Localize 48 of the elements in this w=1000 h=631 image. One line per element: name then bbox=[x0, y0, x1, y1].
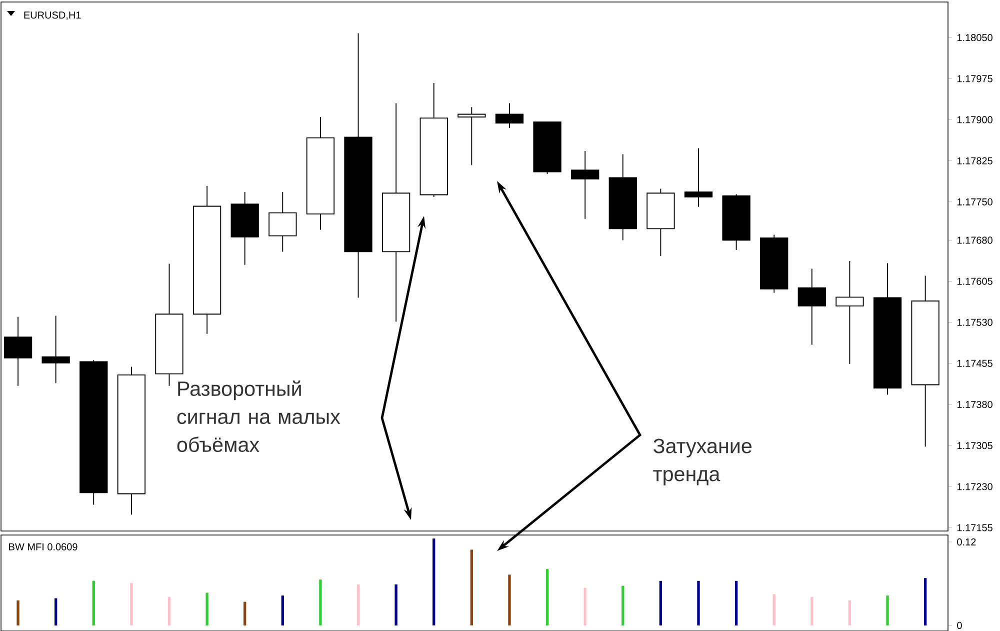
y-tick-label: 1.17605 bbox=[957, 278, 992, 285]
bar bbox=[168, 596, 171, 626]
text: EURUSD,H1 bbox=[24, 12, 81, 20]
bar bbox=[356, 584, 360, 626]
bar bbox=[848, 600, 852, 626]
bar bbox=[130, 582, 133, 626]
candlestick bbox=[684, 148, 713, 208]
y-tick-label: 1.17680 bbox=[957, 236, 992, 244]
bar bbox=[584, 588, 586, 626]
y-tick-label: 1.17230 bbox=[957, 483, 992, 490]
candlestick bbox=[458, 106, 486, 166]
y-tick-label: 0 bbox=[957, 622, 962, 629]
bar bbox=[546, 569, 549, 626]
y-tick-label: 1.17380 bbox=[957, 400, 992, 408]
bar bbox=[659, 580, 662, 626]
y-tick-label: 1.17900 bbox=[957, 116, 992, 124]
y-tick-label: 1.17305 bbox=[957, 442, 992, 450]
y-tick-label: 1.17155 bbox=[957, 524, 992, 532]
bar bbox=[622, 586, 624, 626]
y-tick-label: 0.12 bbox=[957, 538, 976, 546]
bar bbox=[470, 550, 473, 626]
bar bbox=[734, 580, 738, 626]
candlestick bbox=[836, 260, 864, 364]
bar bbox=[432, 538, 436, 626]
bar bbox=[394, 584, 398, 626]
annotation: Разворотный сигнал на малых объёмах bbox=[177, 380, 340, 452]
bar bbox=[697, 580, 700, 626]
bar bbox=[508, 574, 511, 626]
y-tick-label: 1.17530 bbox=[957, 318, 992, 326]
bar bbox=[206, 592, 208, 626]
bar bbox=[924, 578, 927, 626]
annotation: Затухание тренда bbox=[653, 438, 752, 486]
bar bbox=[16, 600, 20, 626]
bar bbox=[772, 594, 776, 626]
text: BW MFI 0.0609 bbox=[9, 543, 78, 550]
y-tick-label: 1.18050 bbox=[957, 34, 992, 42]
y-tick-label: 1.17975 bbox=[957, 75, 992, 82]
bar bbox=[319, 580, 322, 626]
y-tick-label: 1.17455 bbox=[957, 360, 992, 367]
bar bbox=[92, 580, 95, 626]
candlestick bbox=[42, 315, 70, 384]
bar bbox=[810, 596, 814, 626]
y-tick-label: 1.17750 bbox=[957, 198, 992, 206]
bar bbox=[244, 602, 246, 626]
bar bbox=[886, 596, 889, 626]
bar bbox=[54, 598, 58, 626]
y-tick-label: 1.17825 bbox=[957, 157, 992, 164]
bar bbox=[281, 596, 284, 626]
